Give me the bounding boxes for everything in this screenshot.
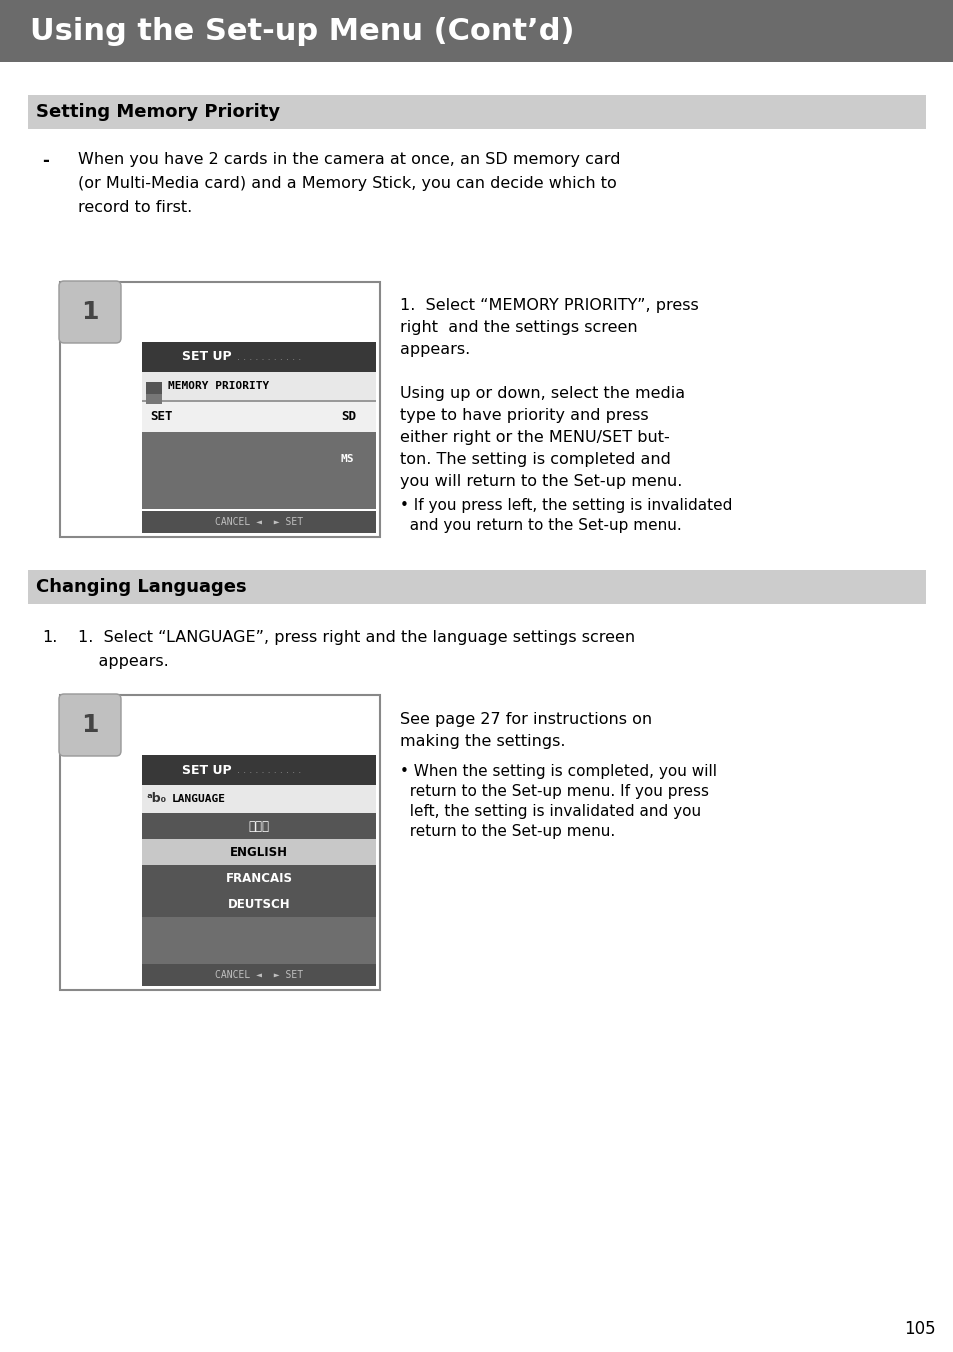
- Bar: [142, 917, 375, 964]
- Bar: [142, 865, 375, 891]
- Text: • If you press left, the setting is invalidated: • If you press left, the setting is inva…: [399, 498, 732, 512]
- Text: Changing Languages: Changing Languages: [36, 579, 247, 596]
- Text: SET: SET: [150, 411, 172, 423]
- Text: -: -: [42, 151, 49, 170]
- Bar: [60, 695, 379, 990]
- Bar: [142, 433, 375, 508]
- Text: SD: SD: [340, 411, 355, 423]
- Text: LANGUAGE: LANGUAGE: [172, 794, 226, 804]
- Text: See page 27 for instructions on: See page 27 for instructions on: [399, 713, 652, 727]
- Text: appears.: appears.: [399, 342, 470, 357]
- Bar: [0, 0, 953, 62]
- Text: record to first.: record to first.: [78, 200, 193, 215]
- Text: CANCEL ◄  ► SET: CANCEL ◄ ► SET: [214, 969, 303, 980]
- Text: making the settings.: making the settings.: [399, 734, 565, 749]
- Text: • When the setting is completed, you will: • When the setting is completed, you wil…: [399, 764, 717, 779]
- Bar: [142, 964, 375, 986]
- Text: right  and the settings screen: right and the settings screen: [399, 320, 637, 335]
- Text: left, the setting is invalidated and you: left, the setting is invalidated and you: [399, 804, 700, 819]
- Text: appears.: appears.: [78, 654, 169, 669]
- Text: Using up or down, select the media: Using up or down, select the media: [399, 387, 684, 402]
- Text: 日本語: 日本語: [248, 819, 269, 833]
- Text: ENGLISH: ENGLISH: [230, 845, 288, 859]
- Bar: [28, 571, 925, 604]
- Bar: [28, 95, 925, 128]
- Text: return to the Set-up menu. If you press: return to the Set-up menu. If you press: [399, 784, 708, 799]
- Text: . . . . . . . . . . .: . . . . . . . . . . .: [236, 352, 301, 362]
- Text: MS: MS: [340, 454, 355, 464]
- Text: ton. The setting is completed and: ton. The setting is completed and: [399, 452, 670, 466]
- Text: Using the Set-up Menu (Cont’d): Using the Set-up Menu (Cont’d): [30, 16, 574, 46]
- Text: return to the Set-up menu.: return to the Set-up menu.: [399, 823, 615, 840]
- Text: SET UP: SET UP: [182, 764, 232, 776]
- Bar: [60, 283, 379, 537]
- Bar: [146, 393, 162, 404]
- Text: . . . . . . . . . . .: . . . . . . . . . . .: [236, 765, 301, 775]
- Bar: [142, 891, 375, 917]
- Bar: [142, 786, 375, 813]
- Text: and you return to the Set-up menu.: and you return to the Set-up menu.: [399, 518, 681, 533]
- FancyBboxPatch shape: [59, 281, 121, 343]
- Text: 1: 1: [81, 713, 99, 737]
- Text: type to have priority and press: type to have priority and press: [399, 408, 648, 423]
- Text: CANCEL ◄  ► SET: CANCEL ◄ ► SET: [214, 516, 303, 527]
- Text: (or Multi-Media card) and a Memory Stick, you can decide which to: (or Multi-Media card) and a Memory Stick…: [78, 176, 616, 191]
- Bar: [142, 813, 375, 840]
- Text: 1.  Select “LANGUAGE”, press right and the language settings screen: 1. Select “LANGUAGE”, press right and th…: [78, 630, 635, 645]
- Bar: [142, 840, 375, 865]
- Text: 105: 105: [903, 1320, 935, 1338]
- Text: Setting Memory Priority: Setting Memory Priority: [36, 103, 280, 120]
- Bar: [142, 400, 375, 402]
- Text: FRANCAIS: FRANCAIS: [225, 872, 293, 884]
- Text: 1: 1: [81, 300, 99, 324]
- Text: ᵃb₀: ᵃb₀: [146, 792, 166, 806]
- Bar: [142, 402, 375, 433]
- Bar: [142, 754, 375, 786]
- Text: 1.  Select “MEMORY PRIORITY”, press: 1. Select “MEMORY PRIORITY”, press: [399, 297, 698, 314]
- Text: 1.: 1.: [42, 630, 57, 645]
- Text: MEMORY PRIORITY: MEMORY PRIORITY: [168, 381, 269, 391]
- Text: you will return to the Set-up menu.: you will return to the Set-up menu.: [399, 475, 681, 489]
- Bar: [142, 511, 375, 533]
- Text: When you have 2 cards in the camera at once, an SD memory card: When you have 2 cards in the camera at o…: [78, 151, 619, 168]
- FancyBboxPatch shape: [59, 694, 121, 756]
- Bar: [146, 383, 162, 396]
- Bar: [142, 342, 375, 372]
- Bar: [142, 372, 375, 400]
- Text: SET UP: SET UP: [182, 350, 232, 364]
- Text: either right or the MENU/SET but-: either right or the MENU/SET but-: [399, 430, 669, 445]
- Text: DEUTSCH: DEUTSCH: [228, 898, 290, 910]
